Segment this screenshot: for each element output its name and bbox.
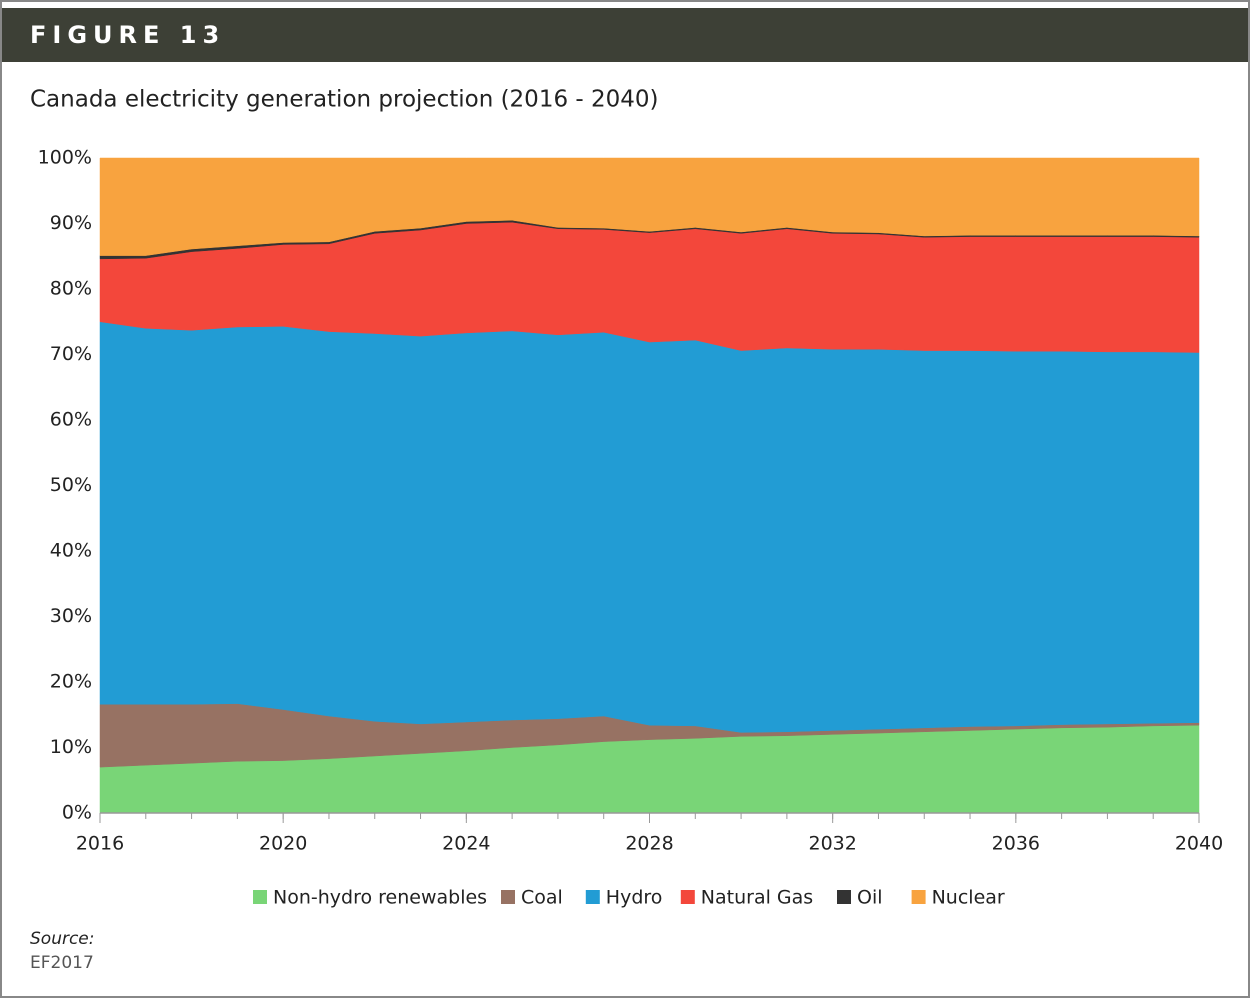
y-tick-label: 100% [38,147,92,169]
x-tick-label: 2020 [259,833,307,855]
legend-swatch [253,890,267,904]
y-tick-label: 20% [50,671,92,693]
legend-swatch [585,890,600,904]
legend-label: Nuclear [932,887,1005,909]
source: EF2017 [30,953,94,973]
header-bar [2,8,1248,62]
x-tick-label: 2036 [992,833,1040,855]
y-tick-label: 90% [50,212,92,234]
legend-swatch [680,890,695,904]
x-tick-label: 2040 [1175,833,1223,855]
y-tick-label: 80% [50,278,92,300]
y-tick-label: 60% [50,409,92,431]
source-label: Source: [30,929,95,949]
x-tick-label: 2028 [625,833,673,855]
legend-label: Oil [857,887,883,909]
chart-title: Canada electricity generation projection… [30,87,659,113]
area [99,321,1200,733]
figure-label: FIGURE 13 [30,21,225,49]
y-tick-label: 70% [50,343,92,365]
legend-swatch [837,890,851,904]
y-tick-label: 50% [50,474,92,496]
legend-label: Non-hydro renewables [273,887,487,909]
legend-swatch [501,890,515,904]
legend-label: Coal [521,887,563,909]
legend-swatch [911,890,926,904]
y-tick-label: 40% [50,540,92,562]
y-tick-label: 10% [50,736,92,758]
x-tick-label: 2032 [808,833,856,855]
x-tick-label: 2016 [76,833,124,855]
area [99,157,1200,256]
y-tick-label: 30% [50,605,92,627]
legend-label: Hydro [606,887,663,909]
y-tick-label: 0% [62,802,92,824]
legend-label: Natural Gas [701,887,813,909]
x-tick-label: 2024 [442,833,490,855]
